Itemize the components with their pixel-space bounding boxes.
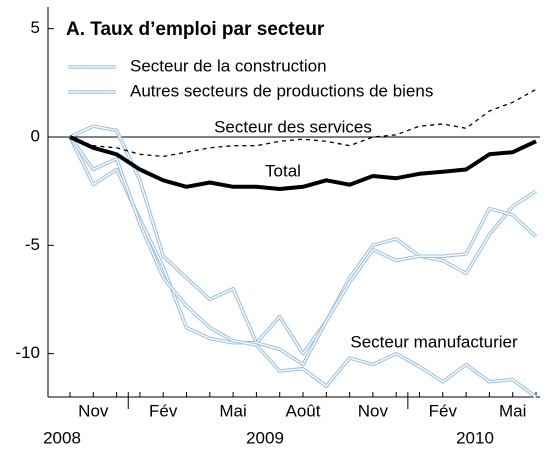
series-label: Total	[265, 161, 301, 180]
series-line	[69, 88, 537, 158]
year-label: 2009	[246, 428, 284, 447]
y-tick-label: 0	[31, 126, 40, 145]
series-line	[69, 135, 537, 191]
legend-label: Autres secteurs de productions de biens	[130, 81, 433, 100]
y-tick-label: -5	[25, 235, 40, 254]
series-label: Secteur des services	[214, 117, 372, 136]
chart-title: A. Taux d’emploi par secteur	[66, 19, 325, 40]
year-label: 2008	[43, 428, 81, 447]
series-line-inner	[69, 136, 537, 366]
y-tick-label: -10	[15, 343, 40, 362]
legend-label: Secteur de la construction	[130, 56, 327, 75]
year-label: 2010	[456, 428, 494, 447]
series-label: Secteur manufacturier	[350, 332, 518, 351]
series-line-inner	[69, 125, 537, 355]
x-tick-label: Août	[286, 401, 321, 420]
series-line	[68, 135, 538, 399]
y-tick-label: 5	[31, 18, 40, 37]
x-tick-label: Nov	[358, 401, 389, 420]
x-tick-label: Fév	[429, 401, 458, 420]
x-tick-label: Mai	[499, 401, 526, 420]
series-line-inner	[69, 136, 537, 398]
x-tick-label: Fév	[149, 401, 178, 420]
series-line	[69, 124, 537, 356]
x-tick-label: Mai	[219, 401, 246, 420]
x-tick-label: Nov	[78, 401, 109, 420]
